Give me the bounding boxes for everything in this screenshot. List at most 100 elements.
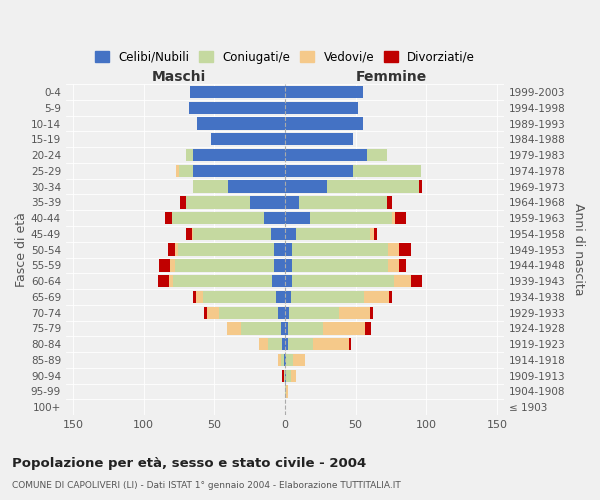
Bar	[158, 275, 169, 287]
Bar	[284, 354, 285, 366]
Bar	[293, 354, 305, 366]
Bar	[229, 180, 285, 192]
Bar	[282, 370, 284, 382]
Bar	[181, 196, 186, 208]
Bar	[278, 306, 285, 319]
Bar	[186, 196, 250, 208]
Bar	[388, 260, 400, 272]
Bar	[285, 275, 292, 287]
Bar	[250, 196, 285, 208]
Bar	[285, 212, 310, 224]
Bar	[285, 260, 292, 272]
Bar	[175, 244, 178, 256]
Bar	[286, 354, 293, 366]
Bar	[178, 244, 274, 256]
Bar	[285, 291, 290, 303]
Bar	[400, 260, 406, 272]
Bar	[353, 164, 421, 177]
Bar	[278, 354, 281, 366]
Bar	[285, 228, 296, 240]
Bar	[419, 180, 422, 192]
Bar	[196, 291, 203, 303]
Y-axis label: Anni di nascita: Anni di nascita	[572, 204, 585, 296]
Text: Maschi: Maschi	[152, 70, 206, 84]
Bar	[285, 370, 286, 382]
Bar	[193, 228, 271, 240]
Bar	[286, 370, 290, 382]
Bar	[282, 338, 285, 350]
Bar	[241, 322, 281, 334]
Bar	[400, 244, 410, 256]
Bar	[285, 322, 288, 334]
Bar	[167, 244, 175, 256]
Legend: Celibi/Nubili, Coniugati/e, Vedovi/e, Divorziati/e: Celibi/Nubili, Coniugati/e, Vedovi/e, Di…	[91, 47, 479, 67]
Bar	[285, 338, 288, 350]
Bar	[281, 322, 285, 334]
Bar	[285, 306, 289, 319]
Bar	[203, 291, 277, 303]
Bar	[338, 306, 370, 319]
Bar	[186, 228, 191, 240]
Bar	[370, 306, 373, 319]
Bar	[165, 212, 172, 224]
Bar	[290, 370, 296, 382]
Bar	[328, 180, 419, 192]
Bar	[286, 386, 288, 398]
Bar	[285, 354, 286, 366]
Bar	[392, 212, 395, 224]
Bar	[285, 164, 353, 177]
Bar	[388, 244, 400, 256]
Bar	[218, 306, 278, 319]
Bar	[274, 260, 285, 272]
Bar	[197, 118, 285, 130]
Bar	[410, 275, 422, 287]
Bar	[274, 244, 285, 256]
Bar	[186, 149, 193, 161]
Bar	[289, 306, 338, 319]
Bar	[264, 212, 285, 224]
Bar	[389, 291, 392, 303]
Bar	[285, 133, 353, 145]
Bar	[395, 212, 406, 224]
Bar	[349, 338, 352, 350]
Bar	[227, 322, 241, 334]
Bar	[272, 275, 285, 287]
Bar	[386, 196, 392, 208]
Bar	[179, 164, 193, 177]
Bar	[175, 260, 274, 272]
Bar	[207, 306, 218, 319]
Bar	[268, 338, 282, 350]
Bar	[367, 149, 386, 161]
Bar	[313, 338, 349, 350]
Bar	[285, 244, 292, 256]
Bar	[285, 118, 362, 130]
Bar	[259, 338, 268, 350]
Text: Femmine: Femmine	[355, 70, 427, 84]
Bar	[176, 164, 179, 177]
Bar	[281, 354, 284, 366]
Bar	[189, 102, 285, 114]
Y-axis label: Fasce di età: Fasce di età	[15, 212, 28, 287]
Bar	[271, 228, 285, 240]
Bar	[288, 338, 313, 350]
Bar	[205, 306, 207, 319]
Bar	[277, 291, 285, 303]
Bar	[290, 291, 364, 303]
Bar	[288, 322, 323, 334]
Bar	[296, 228, 370, 240]
Bar	[170, 260, 175, 272]
Bar	[292, 260, 388, 272]
Bar	[292, 275, 394, 287]
Bar	[299, 196, 386, 208]
Bar	[374, 228, 377, 240]
Bar	[193, 164, 285, 177]
Bar	[285, 149, 367, 161]
Bar	[292, 244, 388, 256]
Bar	[284, 370, 285, 382]
Bar	[211, 133, 285, 145]
Bar	[370, 228, 374, 240]
Bar	[365, 322, 371, 334]
Bar	[285, 196, 299, 208]
Bar	[193, 291, 196, 303]
Bar	[191, 228, 193, 240]
